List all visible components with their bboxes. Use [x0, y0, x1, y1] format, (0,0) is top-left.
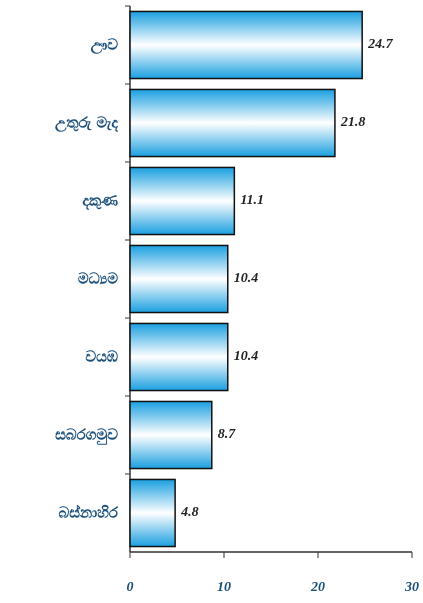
- x-tick-label: 0: [127, 580, 134, 595]
- value-label: 8.7: [218, 427, 237, 442]
- x-tick-label: 10: [217, 580, 231, 595]
- bar: [129, 244, 229, 314]
- value-label: 21.8: [340, 115, 366, 130]
- y-tick-label: බස්නාහිර: [59, 503, 119, 521]
- bar: [129, 478, 176, 548]
- y-tick-label: ඌව: [91, 36, 119, 55]
- bar: [129, 88, 336, 158]
- x-tick-label: 20: [310, 580, 325, 595]
- bar: [129, 322, 229, 392]
- y-tick-label: මධ්‍යම: [78, 270, 118, 288]
- bar: [129, 400, 213, 470]
- value-label: 4.8: [180, 505, 199, 520]
- value-label: 10.4: [234, 349, 259, 364]
- value-label: 10.4: [234, 271, 259, 286]
- y-tick-label: දකුණ: [82, 192, 118, 211]
- y-tick-label: උතුරු මැද: [55, 114, 118, 133]
- bar: [129, 166, 236, 236]
- y-tick-label: වයඹ: [85, 348, 118, 366]
- value-label: 24.7: [367, 37, 394, 52]
- x-tick-label: 30: [404, 580, 419, 595]
- value-label: 11.1: [240, 193, 264, 208]
- bar: [129, 10, 363, 80]
- y-tick-label: සබරගමුව: [55, 426, 118, 446]
